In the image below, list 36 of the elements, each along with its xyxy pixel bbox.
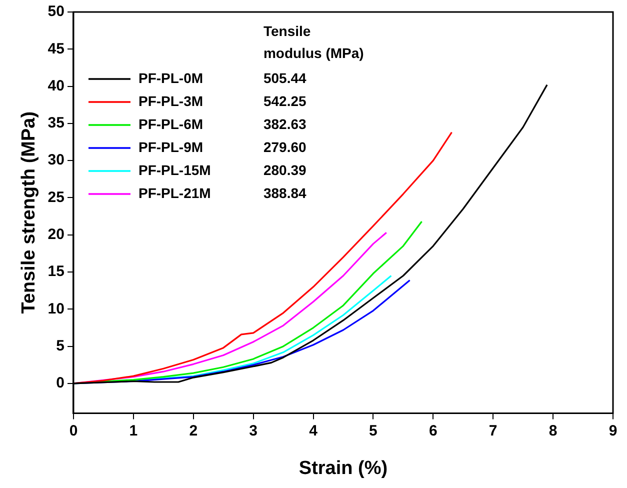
x-tick-label: 0 — [69, 422, 78, 440]
annotation: 382.63 — [263, 116, 307, 132]
annotation: 280.39 — [263, 162, 307, 178]
y-tick-label: 20 — [48, 226, 64, 244]
y-tick-label: 50 — [48, 3, 64, 20]
y-tick-label: 30 — [48, 152, 64, 169]
legend-label: PF-PL-0M — [138, 70, 204, 86]
x-tick-label: 3 — [249, 422, 258, 440]
x-axis-title: Strain (%) — [298, 458, 388, 479]
legend-label: PF-PL-9M — [138, 138, 204, 155]
x-tick-label: 5 — [369, 422, 378, 440]
annotation: 388.84 — [263, 184, 307, 201]
legend-label: PF-PL-3M — [138, 92, 204, 109]
y-tick-label: 0 — [56, 374, 64, 392]
x-tick-label: 7 — [488, 422, 498, 440]
annotation: 542.25 — [263, 92, 307, 109]
legend-title: Tensile modulus (MPa) — [263, 22, 364, 61]
x-tick-label: 9 — [608, 422, 618, 440]
y-tick-label: 45 — [48, 40, 64, 58]
legend-label: PF-PL-15M — [138, 162, 211, 178]
legend-label: PF-PL-21M — [138, 184, 211, 201]
y-axis-title: Tensile strength (MPa) — [18, 111, 40, 314]
y-tick-label: 5 — [56, 337, 64, 354]
x-tick-label: 2 — [189, 422, 198, 440]
annotation: 279.60 — [263, 138, 307, 155]
x-tick-label: 6 — [428, 422, 438, 440]
y-tick-label: 35 — [48, 114, 64, 132]
x-tick-label: 4 — [309, 422, 318, 440]
y-tick-label: 40 — [48, 77, 64, 94]
x-tick-label: 8 — [548, 422, 558, 440]
y-tick-label: 15 — [48, 263, 64, 280]
legend-label: PF-PL-6M — [138, 116, 204, 132]
y-tick-label: 10 — [48, 300, 64, 318]
y-tick-label: 25 — [48, 188, 64, 206]
annotation: 505.44 — [263, 70, 307, 86]
x-tick-label: 1 — [129, 422, 138, 440]
